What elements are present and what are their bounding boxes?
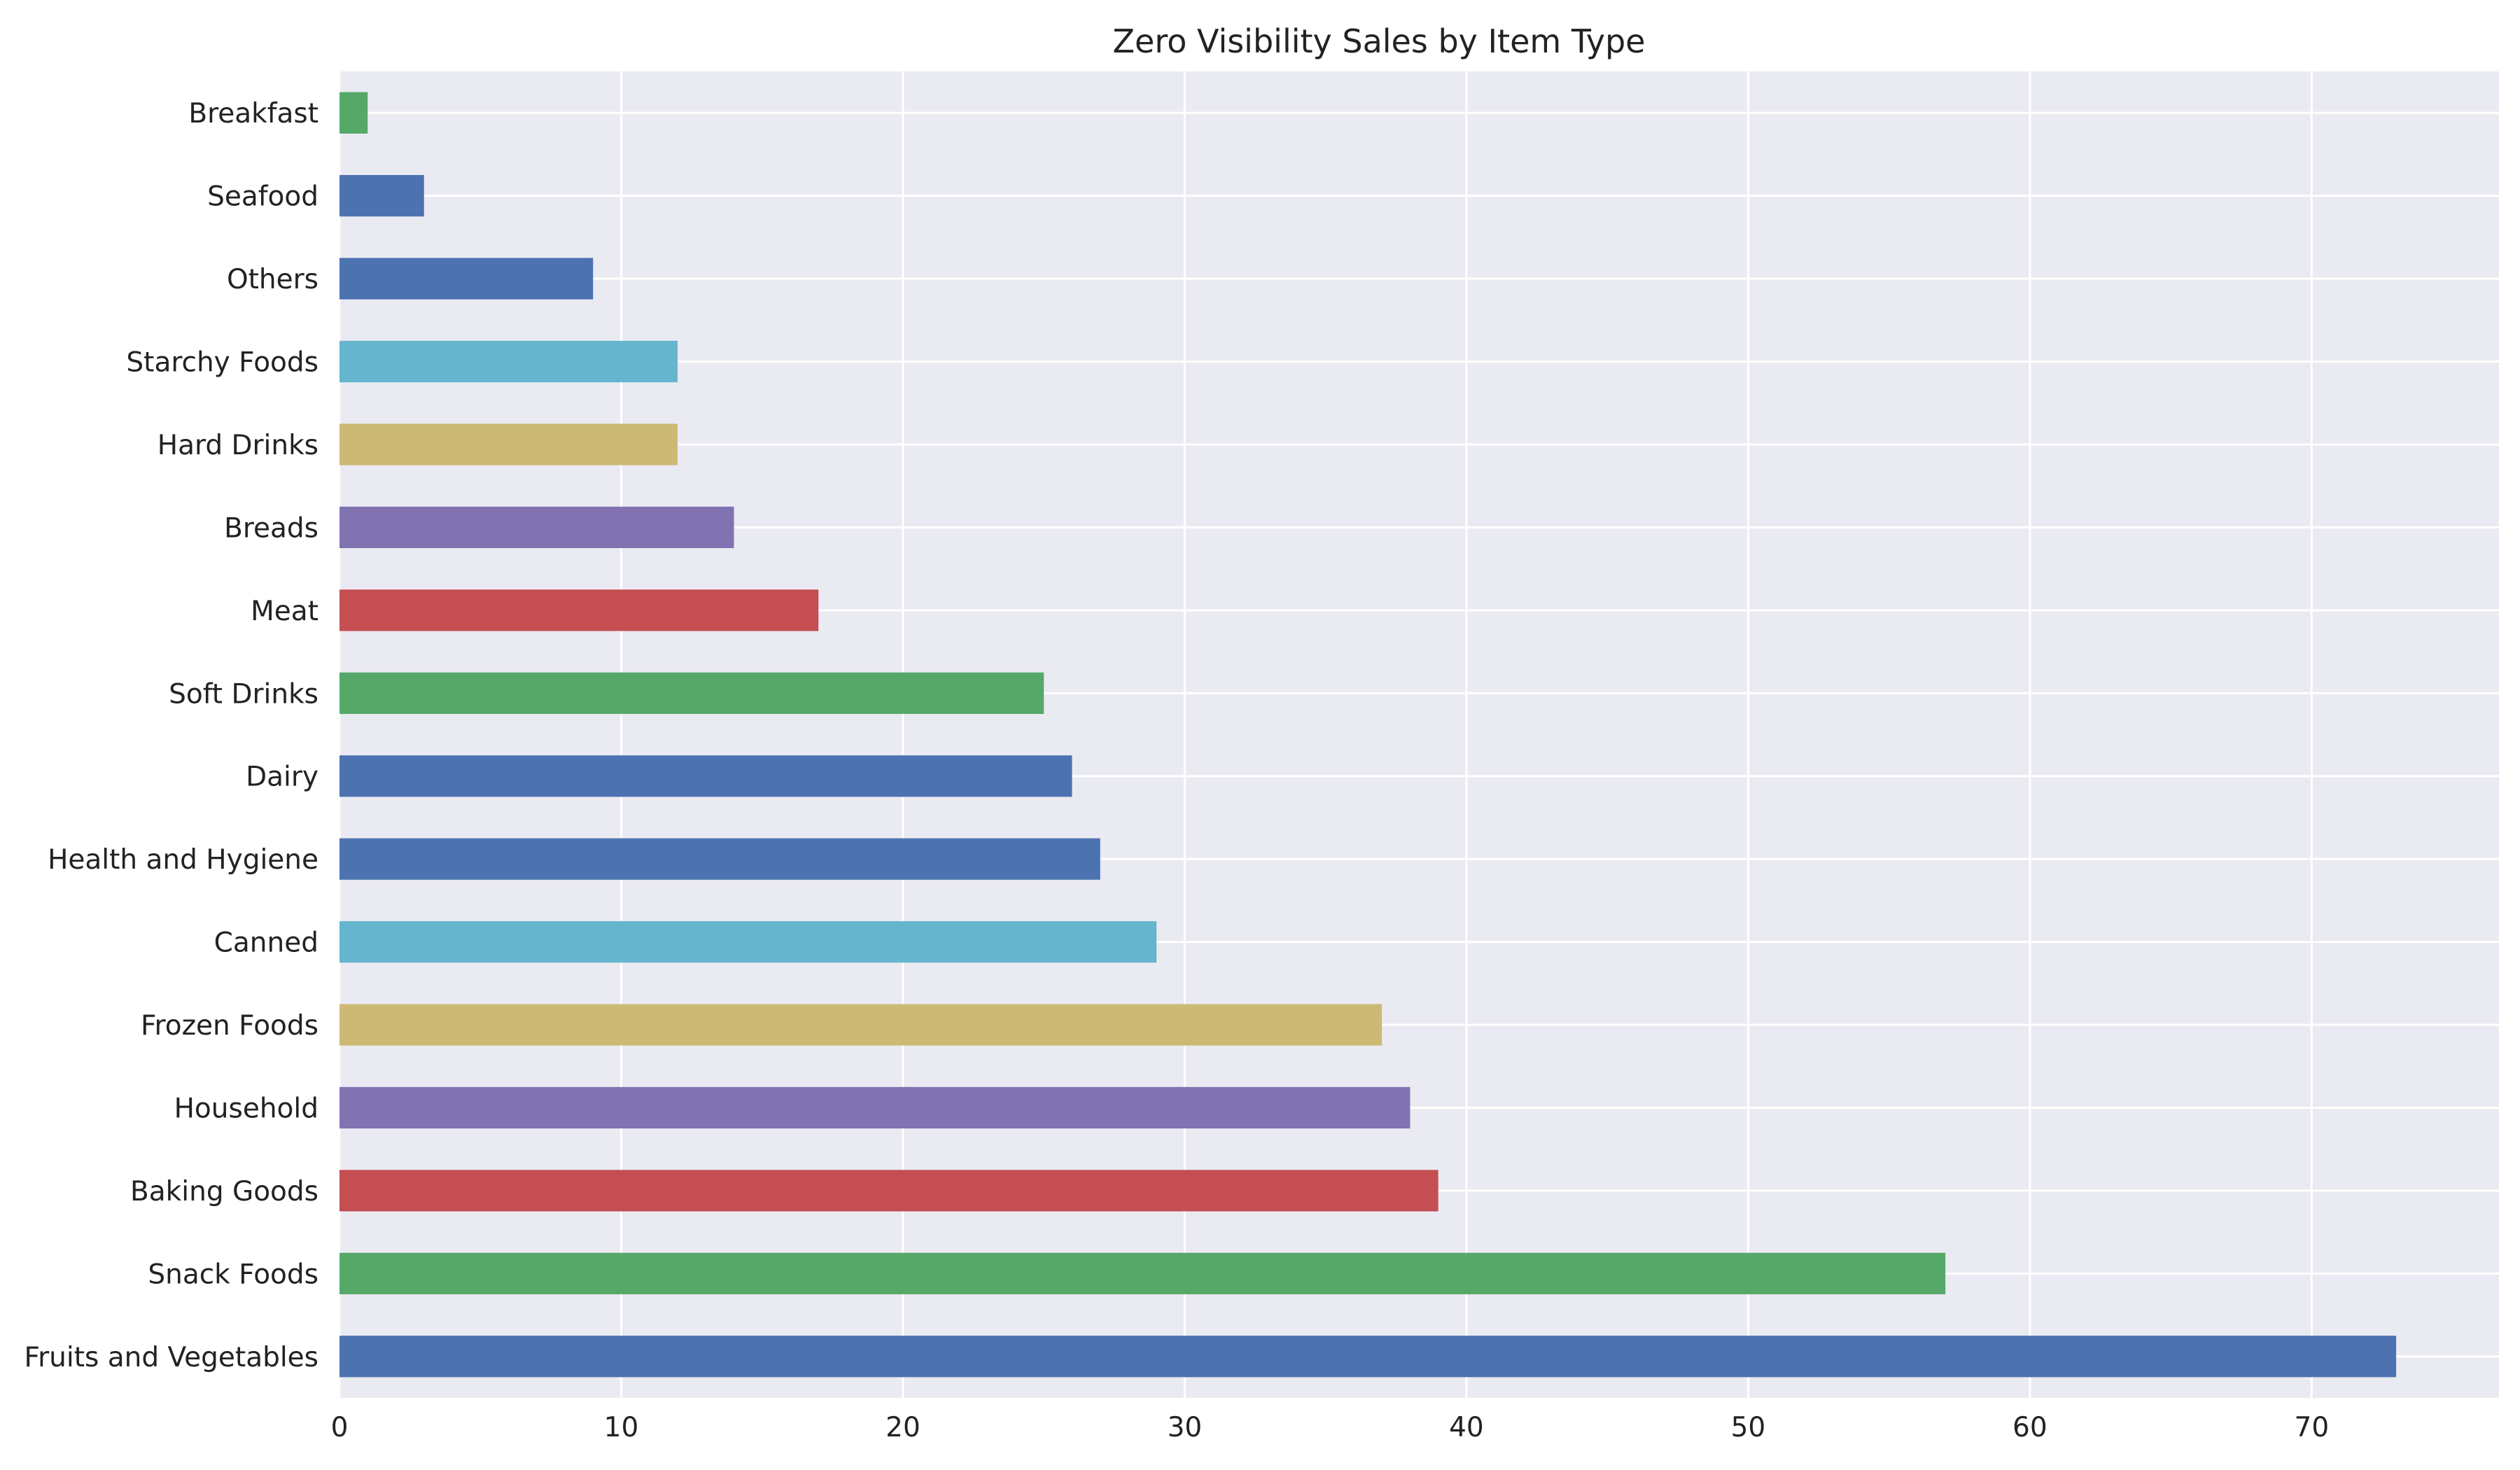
- x-tick-label: 70: [2295, 1412, 2330, 1443]
- x-tick-label: 0: [331, 1412, 349, 1443]
- bar: [340, 1252, 1946, 1294]
- bar: [340, 920, 1157, 963]
- y-tick-label: Snack Foods: [148, 1259, 318, 1290]
- x-tick-label: 50: [1731, 1412, 1766, 1443]
- y-tick-label: Frozen Foods: [141, 1010, 318, 1042]
- bar: [340, 258, 594, 300]
- bar: [340, 1170, 1438, 1212]
- x-tick-label: 60: [2012, 1412, 2047, 1443]
- y-tick-label: Meat: [251, 596, 318, 627]
- y-tick-label: Fruits and Vegetables: [24, 1342, 318, 1373]
- bar: [340, 672, 1044, 714]
- x-tick-label: 40: [1449, 1412, 1484, 1443]
- bar: [340, 589, 819, 631]
- y-tick-label: Hard Drinks: [158, 430, 318, 461]
- y-tick-labels: Fruits and Vegetables Snack Foods Baking G…: [24, 98, 318, 1373]
- bar: [340, 1004, 1382, 1046]
- bar: [340, 506, 734, 549]
- chart-title: Zero Visibility Sales by Item Type: [1113, 22, 1646, 60]
- y-tick-label: Soft Drinks: [169, 678, 318, 710]
- x-tick-label: 10: [604, 1412, 639, 1443]
- bar: [340, 340, 678, 383]
- bar: [340, 92, 368, 134]
- y-tick-label: Starchy Foods: [126, 347, 318, 379]
- y-tick-label: Health and Hygiene: [48, 844, 318, 876]
- bar: [340, 1086, 1410, 1129]
- y-tick-label: Breads: [224, 512, 318, 544]
- bar: [340, 838, 1100, 880]
- bar: [340, 755, 1072, 797]
- y-tick-label: Canned: [214, 927, 318, 959]
- x-tick-label: 20: [886, 1412, 920, 1443]
- bars: [340, 92, 2397, 1378]
- bar: [340, 424, 678, 465]
- x-tick-labels: 0 10 20 30 40 50 60 70: [331, 1412, 2330, 1443]
- bar: [340, 175, 424, 217]
- y-tick-label: Dairy: [246, 762, 318, 793]
- bar: [340, 1336, 2397, 1378]
- y-tick-label: Breakfast: [188, 98, 318, 130]
- x-tick-label: 30: [1168, 1412, 1203, 1443]
- y-tick-label: Household: [174, 1093, 318, 1124]
- y-tick-label: Baking Goods: [130, 1176, 318, 1208]
- y-tick-label: Seafood: [207, 181, 318, 213]
- y-tick-label: Others: [227, 264, 318, 295]
